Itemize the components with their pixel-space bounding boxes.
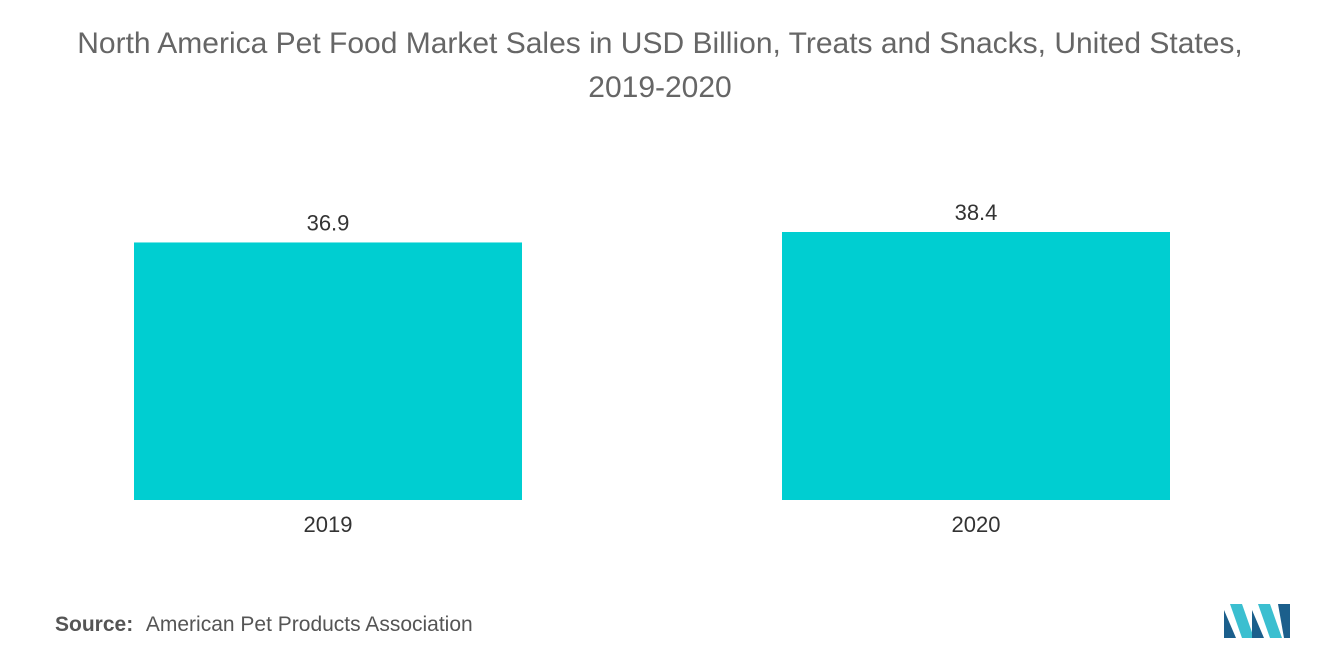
value-label-2019: 36.9 [307, 210, 350, 235]
bar-2020 [782, 232, 1170, 500]
source-label: Source: [55, 613, 134, 636]
source-text: American Pet Products Association [145, 613, 473, 636]
chart-title-line-1: North America Pet Food Market Sales in U… [77, 27, 1243, 60]
value-label-2020: 38.4 [955, 200, 998, 225]
x-tick-label-2019: 2019 [304, 512, 353, 537]
bar-2019 [134, 242, 522, 500]
chart-title: North America Pet Food Market Sales in U… [0, 22, 1320, 110]
chart-title-line-2: 2019-2020 [588, 71, 732, 104]
x-tick-labels-group: 2019 2020 [304, 512, 1001, 537]
source-note: Source: American Pet Products Associatio… [55, 613, 473, 637]
x-tick-label-2020: 2020 [952, 512, 1001, 537]
value-labels-group: 36.9 38.4 [307, 200, 998, 235]
bars-group [134, 232, 1170, 500]
mordor-intelligence-logo-icon [1224, 604, 1290, 638]
